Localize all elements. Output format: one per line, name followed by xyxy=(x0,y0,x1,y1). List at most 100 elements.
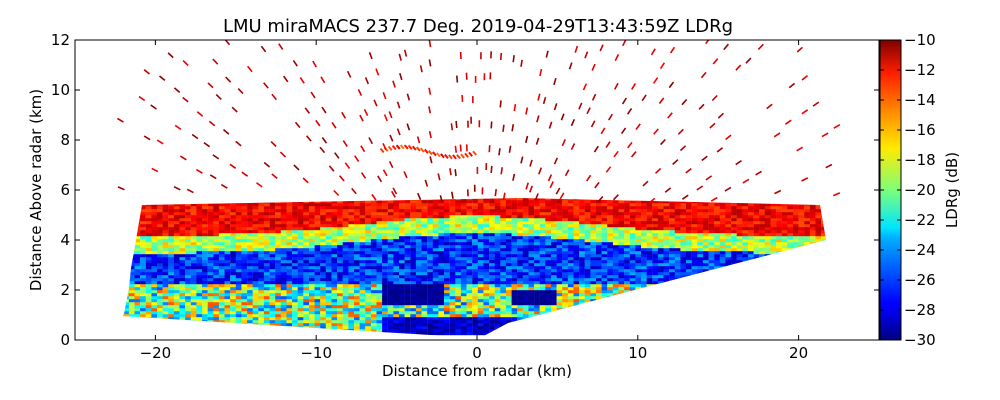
ldr-cell xyxy=(455,278,462,282)
ldr-cell xyxy=(612,200,619,204)
ldr-cell xyxy=(551,263,557,267)
ldr-cell xyxy=(134,254,141,258)
ldr-cell xyxy=(421,230,428,234)
ldr-cell xyxy=(567,290,574,294)
ldr-cell xyxy=(258,254,265,258)
ldr-cell xyxy=(314,317,321,321)
ldr-cell xyxy=(517,257,523,261)
ldr-cell xyxy=(382,221,388,225)
ldr-cell xyxy=(140,305,146,309)
ldr-cell xyxy=(477,251,484,255)
ldr-cell xyxy=(624,284,630,288)
ldr-cell xyxy=(145,275,152,279)
ldr-cell xyxy=(556,281,563,285)
ldr-cell xyxy=(612,227,619,231)
ldr-cell xyxy=(489,287,495,291)
ldr-cell xyxy=(477,206,484,210)
ldr-cell xyxy=(449,308,456,312)
ldr-cell xyxy=(545,263,552,267)
ldr-cell xyxy=(590,296,597,300)
ldr-cell xyxy=(505,215,512,219)
ldr-cell xyxy=(404,233,411,237)
ldr-cell xyxy=(162,302,169,306)
ldr-cell xyxy=(545,296,552,300)
ldr-cell xyxy=(500,311,507,315)
ldr-cell xyxy=(494,227,501,231)
ldr-cell xyxy=(421,254,428,258)
ldr-cell xyxy=(691,260,698,264)
ldr-cell xyxy=(556,245,563,249)
ldr-cell xyxy=(365,278,371,282)
ldr-cell xyxy=(551,215,557,219)
ldr-cell xyxy=(370,275,377,279)
ldr-cell xyxy=(286,323,293,327)
ldr-cell xyxy=(674,227,681,231)
ldr-cell xyxy=(584,290,591,294)
ldr-cell xyxy=(348,293,355,297)
ldr-cell xyxy=(596,242,602,246)
ldr-cell xyxy=(241,233,248,237)
ldr-cell xyxy=(590,209,597,213)
ldr-cell xyxy=(202,218,208,222)
ldr-cell xyxy=(179,269,186,273)
ldr-cell xyxy=(314,209,321,213)
ldr-cell xyxy=(269,293,276,297)
ldr-cell xyxy=(157,260,163,264)
ldr-cell xyxy=(309,290,315,294)
ldr-cell xyxy=(280,245,287,249)
ldr-cell xyxy=(168,257,175,261)
ldr-cell xyxy=(573,299,580,303)
ldr-cell xyxy=(168,236,175,240)
ldr-cell xyxy=(218,242,225,246)
ldr-cell xyxy=(151,266,158,270)
ldr-cell xyxy=(393,275,400,279)
ldr-cell xyxy=(370,209,377,213)
ldr-cell xyxy=(494,275,501,279)
ldr-cell xyxy=(348,269,355,273)
ldr-cell xyxy=(224,296,231,300)
ldr-cell xyxy=(551,272,557,276)
ldr-cell xyxy=(213,257,220,261)
ldr-cell xyxy=(415,290,422,294)
ldr-cell xyxy=(663,260,670,264)
ldr-cell xyxy=(218,221,225,225)
ldr-cell xyxy=(173,209,180,213)
ldr-cell xyxy=(607,266,613,270)
ldr-cell xyxy=(505,221,512,225)
ldr-cell xyxy=(646,263,653,267)
ldr-cell xyxy=(399,308,405,312)
ldr-cell xyxy=(455,236,462,240)
ldr-cell xyxy=(387,254,394,258)
ldr-cell xyxy=(505,230,512,234)
ldr-cell xyxy=(691,236,698,240)
ldr-cell xyxy=(393,224,400,228)
ldr-cell xyxy=(303,311,310,315)
ldr-cell xyxy=(657,209,664,213)
ldr-cell xyxy=(280,269,287,273)
ldr-cell xyxy=(460,266,467,270)
ldr-cell xyxy=(185,299,191,303)
ldr-cell xyxy=(134,275,141,279)
ldr-cell xyxy=(612,212,619,216)
ldr-cell xyxy=(421,263,428,267)
ldr-cell xyxy=(218,281,225,285)
ldr-cell xyxy=(399,302,405,306)
ldr-cell xyxy=(573,290,580,294)
ldr-cell xyxy=(584,212,591,216)
ldr-cell xyxy=(258,263,265,267)
ldr-cell xyxy=(573,245,580,249)
ldr-cell xyxy=(348,272,355,276)
ldr-cell xyxy=(151,269,158,273)
ldr-cell xyxy=(562,239,568,243)
ldr-cell xyxy=(522,215,529,219)
ldr-cell xyxy=(500,200,507,204)
ldr-cell xyxy=(421,302,428,306)
ldr-cell xyxy=(455,296,462,300)
ldr-cell xyxy=(145,239,152,243)
ldr-cell xyxy=(303,320,310,324)
ldr-cell xyxy=(128,293,135,297)
ldr-cell xyxy=(579,278,585,282)
ldr-cell xyxy=(404,284,411,288)
ldr-cell xyxy=(489,206,495,210)
ldr-cell xyxy=(320,302,326,306)
